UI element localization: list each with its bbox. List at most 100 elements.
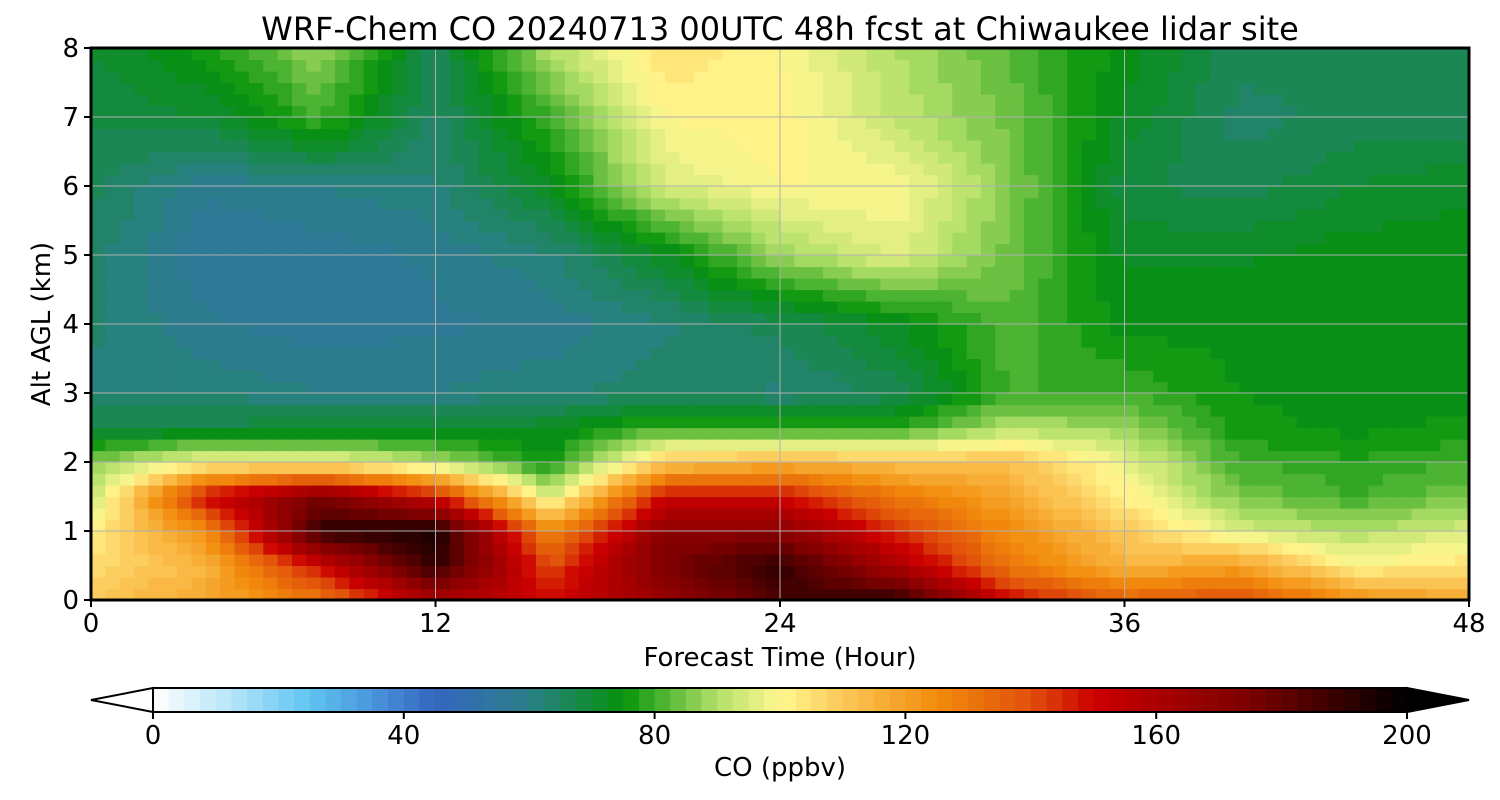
heat-cell xyxy=(1382,174,1398,187)
heat-cell xyxy=(91,335,106,348)
heat-cell xyxy=(952,404,968,417)
heat-cell xyxy=(937,554,953,567)
heat-cell xyxy=(952,393,968,406)
heat-cell xyxy=(622,128,638,141)
heat-cell xyxy=(1282,416,1298,429)
heat-cell xyxy=(952,71,968,84)
heat-cell xyxy=(995,473,1011,486)
heat-cell xyxy=(966,186,982,199)
heat-cell xyxy=(1038,393,1054,406)
heat-cell xyxy=(134,347,150,360)
heat-cell xyxy=(535,542,551,555)
heat-cell xyxy=(478,220,494,233)
heat-cell xyxy=(1224,105,1240,118)
heat-cell xyxy=(478,393,494,406)
heat-cell xyxy=(1181,140,1197,153)
heat-cell xyxy=(866,358,882,371)
heat-cell xyxy=(320,381,336,394)
heat-cell xyxy=(593,140,609,153)
heat-cell xyxy=(191,439,207,452)
heat-cell xyxy=(880,105,896,118)
heat-cell xyxy=(291,462,307,475)
heat-cell xyxy=(909,71,925,84)
heat-cell xyxy=(1339,496,1355,509)
heat-cell xyxy=(1411,186,1427,199)
heat-cell xyxy=(1425,209,1441,222)
heat-cell xyxy=(1440,117,1456,130)
heat-cell xyxy=(665,163,681,176)
heat-cell xyxy=(952,255,968,268)
heat-cell xyxy=(177,209,193,222)
heat-cell xyxy=(1268,243,1283,256)
heat-cell xyxy=(521,301,537,314)
heat-cell xyxy=(837,289,853,302)
heat-cell xyxy=(593,577,609,590)
heat-cell xyxy=(220,312,236,325)
heat-cell xyxy=(1024,554,1039,567)
heat-cell xyxy=(923,588,939,600)
heat-cell xyxy=(708,71,724,84)
heat-cell xyxy=(1167,197,1183,210)
heat-cell xyxy=(148,335,164,348)
heat-cell xyxy=(1009,496,1025,509)
heat-cell xyxy=(535,209,551,222)
heat-cell xyxy=(708,209,724,222)
heat-cell xyxy=(1382,519,1398,532)
heat-cell xyxy=(1268,588,1283,600)
heat-cell xyxy=(1440,140,1456,153)
heat-cell xyxy=(650,393,666,406)
colorbar-swatch xyxy=(701,688,718,712)
heat-cell xyxy=(1210,186,1226,199)
heat-cell xyxy=(1196,565,1212,578)
heat-cell xyxy=(1210,278,1226,291)
heat-cell xyxy=(880,542,896,555)
heat-cell xyxy=(263,519,279,532)
heat-cell xyxy=(1325,508,1341,521)
heat-cell xyxy=(205,519,221,532)
heat-cell xyxy=(119,289,135,302)
heat-cell xyxy=(478,59,494,72)
heat-cell xyxy=(866,542,882,555)
heat-cell xyxy=(148,554,164,567)
heat-cell xyxy=(320,59,336,72)
heat-cell xyxy=(1339,71,1355,84)
heat-cell xyxy=(894,370,910,383)
heat-cell xyxy=(1296,105,1312,118)
heat-cell xyxy=(1124,381,1140,394)
heat-cell xyxy=(593,393,609,406)
heat-cell xyxy=(521,565,537,578)
heat-cell xyxy=(1425,565,1441,578)
heat-cell xyxy=(478,209,494,222)
heat-cell xyxy=(1138,255,1154,268)
heat-cell xyxy=(363,577,379,590)
heat-cell xyxy=(866,531,882,544)
heat-cell xyxy=(162,404,178,417)
heat-cell xyxy=(550,450,566,463)
heat-cell xyxy=(550,588,566,600)
heat-cell xyxy=(923,94,939,107)
heat-cell xyxy=(1311,416,1327,429)
heat-cell xyxy=(966,220,982,233)
heat-cell xyxy=(866,577,882,590)
heat-cell xyxy=(148,312,164,325)
heat-cell xyxy=(1425,105,1441,118)
heat-cell xyxy=(751,404,767,417)
heat-cell xyxy=(378,243,394,256)
heat-cell xyxy=(780,174,795,187)
heat-cell xyxy=(363,82,379,95)
heat-cell xyxy=(492,266,508,279)
heat-cell xyxy=(579,71,594,84)
heat-cell xyxy=(191,163,207,176)
heat-cell xyxy=(780,508,795,521)
heat-cell xyxy=(521,370,537,383)
heat-cell xyxy=(665,335,681,348)
colorbar-swatch xyxy=(811,688,828,712)
heat-cell xyxy=(966,301,982,314)
heat-cell xyxy=(736,416,752,429)
heat-cell xyxy=(837,266,853,279)
heat-cell xyxy=(449,94,465,107)
heat-cell xyxy=(1268,255,1283,268)
heat-cell xyxy=(1454,542,1469,555)
heat-cell xyxy=(177,381,193,394)
heat-cell xyxy=(1354,312,1370,325)
